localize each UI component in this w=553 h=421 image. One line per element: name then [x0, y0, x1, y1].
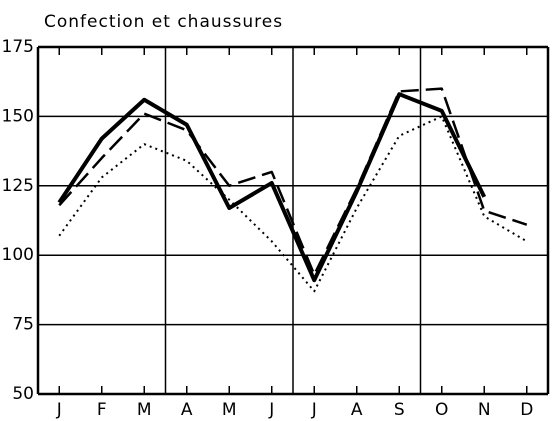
- y-tick-label: 150: [2, 106, 34, 126]
- series-line: [57, 92, 487, 283]
- y-tick-label: 125: [2, 176, 34, 196]
- x-tick-label: J: [311, 400, 317, 420]
- y-tick-label: 100: [2, 245, 34, 265]
- y-tick-label: 175: [2, 37, 34, 57]
- x-tick-label: A: [351, 400, 363, 420]
- x-tick-label: O: [435, 400, 448, 420]
- series-line: [58, 87, 528, 276]
- y-tick-label: 50: [12, 384, 34, 404]
- y-tick-label: 75: [12, 315, 34, 335]
- x-tick-label: M: [137, 400, 152, 420]
- x-tick-label: J: [56, 400, 62, 420]
- x-tick-label: D: [520, 400, 533, 420]
- chart-title: Confection et chaussures: [44, 12, 283, 32]
- x-tick-label: A: [181, 400, 193, 420]
- x-tick-label: F: [97, 400, 107, 420]
- x-tick-label: J: [268, 400, 274, 420]
- x-tick-label: S: [394, 400, 405, 420]
- x-tick-label: M: [222, 400, 237, 420]
- x-tick-label: N: [478, 400, 491, 420]
